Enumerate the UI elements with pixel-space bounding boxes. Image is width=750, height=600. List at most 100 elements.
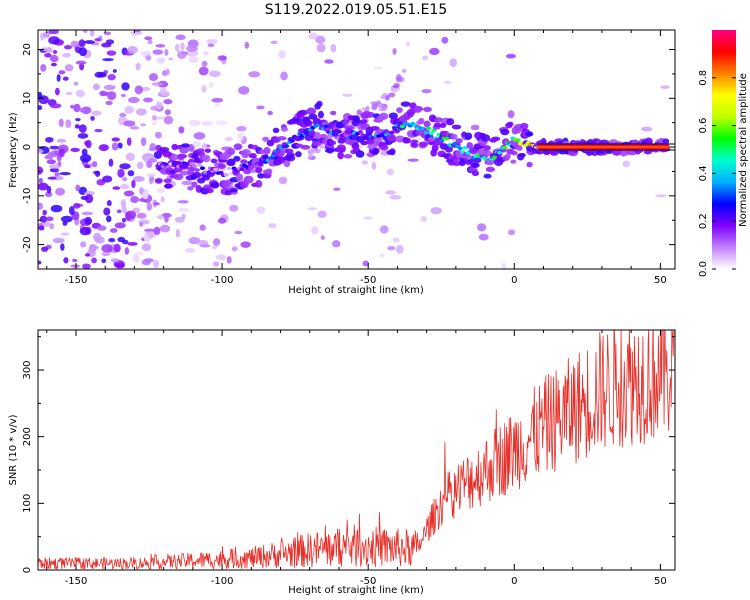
spectrogram-noise-cell bbox=[38, 91, 43, 100]
spectrogram-noise-cell bbox=[79, 108, 85, 113]
spectrogram-halo-cell bbox=[359, 119, 368, 124]
spectrogram-noise-cell bbox=[148, 73, 159, 82]
spectrogram-halo-cell bbox=[441, 153, 451, 158]
spectrogram-noise-cell bbox=[140, 137, 147, 147]
spectrogram-noise-cell bbox=[215, 120, 227, 126]
snr-axes: -150 -100 -50 0 50 0 100 200 300 bbox=[22, 330, 675, 587]
spectrogram-halo-cell bbox=[235, 173, 244, 182]
spectrogram-noise-cell bbox=[112, 69, 117, 73]
spectrogram-ridge-cell bbox=[223, 173, 229, 177]
spectrogram-noise-cell bbox=[151, 114, 157, 121]
spectrogram-noise-cell bbox=[38, 166, 44, 175]
spectrogram-halo-cell bbox=[227, 147, 236, 156]
spectrogram-noise-cell bbox=[361, 160, 368, 165]
spectrogram-halo-cell bbox=[431, 144, 439, 152]
spectrogram-noise-cell bbox=[91, 110, 102, 116]
spectrogram-noise-cell bbox=[114, 222, 126, 229]
spectrogram-noise-cell bbox=[135, 108, 147, 116]
spectrogram-noise-cell bbox=[127, 170, 135, 177]
spectrogram-noise-cell bbox=[256, 206, 266, 215]
spectrogram-halo-cell bbox=[379, 112, 389, 120]
spectrogram-halo-cell bbox=[339, 135, 348, 141]
spectrogram-ridge-cell bbox=[323, 124, 329, 129]
spectrogram-ridge-cell bbox=[523, 143, 529, 148]
spectrogram-noise-cell bbox=[146, 202, 153, 211]
snr-ytick-label: 200 bbox=[22, 427, 33, 446]
spectrogram-noise-cell bbox=[229, 204, 239, 212]
spectrogram-halo-cell bbox=[243, 175, 254, 184]
spectrogram-noise-cell bbox=[39, 215, 48, 223]
spectrogram-noise-cell bbox=[52, 49, 58, 55]
spectrogram-noise-cell bbox=[103, 31, 112, 36]
spectrogram-ridge-cell bbox=[199, 166, 206, 171]
spectrogram-secondary-cell bbox=[385, 95, 390, 101]
spectrogram-noise-cell bbox=[311, 226, 319, 235]
spectrogram-noise-cell bbox=[320, 235, 325, 240]
spectrogram-noise-cell bbox=[47, 151, 54, 160]
spectrogram-noise-cell bbox=[52, 237, 65, 244]
spectrogram-noise-cell bbox=[143, 228, 156, 233]
spectrogram-noise-cell bbox=[58, 118, 64, 128]
spectrogram-halo-cell bbox=[360, 140, 369, 146]
spectrogram-noise-cell bbox=[83, 164, 91, 169]
spectrogram-noise-cell bbox=[50, 204, 63, 213]
spectrogram-noise-cell bbox=[111, 142, 119, 151]
spectrogram-secondary-cell bbox=[377, 103, 383, 109]
spectrogram-halo-cell bbox=[248, 153, 257, 159]
spectrogram-noise-cell bbox=[185, 248, 196, 253]
spectrogram-noise-cell bbox=[163, 115, 174, 125]
spectrogram-noise-cell bbox=[123, 120, 136, 127]
spectrogram-noise-cell bbox=[256, 105, 265, 110]
figure-title: S119.2022.019.05.51.E15 bbox=[265, 2, 448, 18]
spectrogram-halo-cell bbox=[404, 137, 411, 144]
spectrogram-halo-cell bbox=[364, 111, 375, 118]
snr-xtick-label: -100 bbox=[211, 576, 234, 587]
spectrogram-noise-cell bbox=[42, 209, 47, 216]
spectrogram-noise-cell bbox=[44, 136, 54, 143]
spectrogram-halo-cell bbox=[187, 185, 194, 191]
spectrogram-halo-cell bbox=[272, 127, 280, 134]
spectrogram-halo-cell bbox=[510, 140, 520, 147]
spectrogram-noise-cell bbox=[103, 207, 111, 216]
spectrogram-noise-cell bbox=[342, 93, 353, 97]
spectrogram-halo-cell bbox=[314, 132, 321, 140]
spectrogram-noise-cell bbox=[157, 187, 165, 194]
spectrogram-halo-cell bbox=[416, 120, 423, 125]
spectrogram-noise-cell bbox=[108, 237, 116, 243]
spectrogram-halo-cell bbox=[492, 136, 501, 141]
spectrogram-noise-cell bbox=[156, 57, 165, 64]
spectrogram-ridge-cell bbox=[428, 131, 434, 136]
spectrogram-halo-cell bbox=[317, 110, 325, 119]
snr-xtick-label: -150 bbox=[65, 576, 88, 587]
spectrogram-noise-cell bbox=[38, 177, 43, 184]
spectrogram-noise-cell bbox=[141, 259, 151, 266]
spectrogram-noise-cell bbox=[38, 225, 45, 231]
spectrogram-noise-cell bbox=[278, 50, 286, 59]
spectrogram-noise-cell bbox=[129, 126, 140, 130]
spectrogram-ridge-cell bbox=[426, 126, 432, 131]
spectrogram-ridge-cell bbox=[336, 129, 342, 134]
spectrogram-noise-cell bbox=[141, 243, 152, 252]
spectrogram-noise-cell bbox=[101, 243, 113, 253]
spectrogram-ridge-cell bbox=[284, 144, 290, 148]
spectrogram-noise-cell bbox=[203, 51, 209, 56]
spectrogram-noise-cell bbox=[49, 54, 59, 63]
spectrogram-noise-cell bbox=[123, 190, 135, 197]
spectrogram-noise-cell bbox=[478, 233, 489, 241]
spectrogram-halo-cell bbox=[414, 105, 422, 113]
spectrogram-noise-cell bbox=[60, 243, 65, 251]
spectrogram-secondary-cell bbox=[365, 105, 370, 112]
spectrogram-noise-cell bbox=[148, 175, 154, 185]
spectrogram-ridge-cell bbox=[439, 138, 445, 143]
spectrogram-halo-cell bbox=[276, 136, 287, 141]
spectrogram-xtick-label: 50 bbox=[654, 275, 667, 286]
spectrogram-noise-cell bbox=[392, 237, 400, 243]
spectrogram-noise-cell bbox=[379, 253, 385, 258]
spectrogram-noise-cell bbox=[164, 48, 169, 56]
spectrogram-ridge-cell bbox=[163, 162, 169, 167]
spectrogram-halo-cell bbox=[464, 132, 473, 140]
spectrogram-halo-cell bbox=[380, 144, 389, 151]
spectrogram-halo-cell bbox=[526, 161, 533, 168]
spectrogram-noise-cell bbox=[105, 100, 113, 106]
spectrogram-halo-cell bbox=[422, 106, 432, 113]
